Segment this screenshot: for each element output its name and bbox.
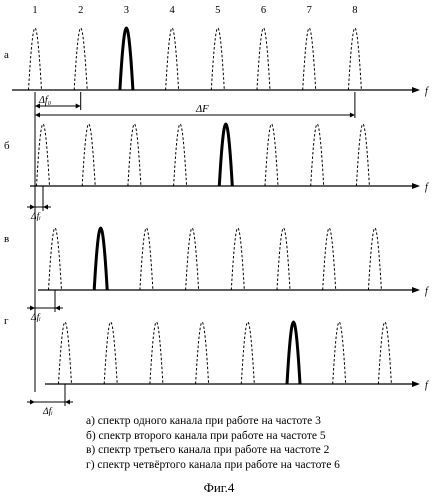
channel-number-8: 8 <box>352 5 357 16</box>
spectral-lobe <box>74 28 87 90</box>
spectral-lobe <box>333 322 346 384</box>
spectral-lobe <box>311 124 324 186</box>
spectrum-rows: аfбfвfгf <box>4 28 429 391</box>
caption-line-b: б) спектр второго канала при работе на ч… <box>86 429 426 444</box>
spectral-lobe <box>150 322 163 384</box>
spectral-lobe <box>82 124 95 186</box>
offset-arrowhead-left <box>30 400 35 405</box>
spectrum-row-4: гf <box>4 315 429 391</box>
spectral-lobe <box>323 228 336 290</box>
active-spectral-lobe <box>94 228 107 290</box>
active-spectral-lobe <box>219 124 232 186</box>
caption-line-g: г) спектр четвёртого канала при работе н… <box>86 458 426 473</box>
channel-number-7: 7 <box>307 5 312 16</box>
bandwidth-arrowhead-left <box>35 113 40 118</box>
offset-label: Δfᵢ <box>30 211 41 222</box>
spectral-lobe <box>277 228 290 290</box>
offset-arrowhead-left <box>30 306 35 311</box>
spectral-lobe <box>378 322 391 384</box>
axis-arrow <box>412 381 420 387</box>
spectrum-row-1: аf <box>4 28 429 97</box>
row-letter: г <box>4 315 9 327</box>
offset-arrowhead-right <box>55 306 60 311</box>
axis-arrow <box>412 87 420 93</box>
spectral-lobe <box>356 124 369 186</box>
spectral-lobe <box>140 228 153 290</box>
channel-number-3: 3 <box>124 5 129 16</box>
channel-numbers: 1 2 3 4 5 6 7 8 <box>32 5 357 16</box>
spectral-lobe <box>174 124 187 186</box>
channel-number-2: 2 <box>78 5 83 16</box>
annotations: Δf₀ ΔF Δfᵢ Δfᵢ Δfᵢ <box>27 92 355 417</box>
frequency-label: f <box>425 182 429 193</box>
active-spectral-lobe <box>287 322 300 384</box>
spectral-lobe <box>49 228 62 290</box>
row-letter: а <box>4 49 9 61</box>
spectral-lobe <box>265 124 278 186</box>
spacing-label: Δf₀ <box>38 95 52 106</box>
spectral-lobe <box>257 28 270 90</box>
offset-arrowhead-left <box>30 205 35 210</box>
spectrum-row-2: бf <box>4 124 429 193</box>
spectral-lobe <box>104 322 117 384</box>
row-letter: б <box>4 140 10 152</box>
spectral-lobe <box>128 124 141 186</box>
offset-label: Δfᵢ <box>30 312 41 323</box>
spectral-lobe <box>196 322 209 384</box>
caption-block: а) спектр одного канала при работе на ча… <box>86 414 426 472</box>
channel-number-4: 4 <box>169 5 175 16</box>
channel-number-5: 5 <box>215 5 220 16</box>
spectral-lobe <box>368 228 381 290</box>
offset-label: Δfᵢ <box>42 406 53 417</box>
axis-arrow <box>412 287 420 293</box>
spectral-lobe <box>303 28 316 90</box>
channel-number-6: 6 <box>261 5 266 16</box>
axis-arrow <box>412 183 420 189</box>
caption-line-v: в) спектр третьего канала при работе на … <box>86 443 426 458</box>
spectral-lobe <box>211 28 224 90</box>
offset-arrowhead-right <box>65 400 70 405</box>
spectral-lobe <box>37 124 50 186</box>
spectral-lobe <box>241 322 254 384</box>
frequency-label: f <box>425 286 429 297</box>
spacing-arrowhead-right <box>76 104 81 109</box>
spectral-lobe <box>166 28 179 90</box>
bandwidth-label: ΔF <box>195 104 209 115</box>
caption-line-a: а) спектр одного канала при работе на ча… <box>86 414 426 429</box>
active-spectral-lobe <box>120 28 133 90</box>
offset-arrowhead-right <box>43 205 48 210</box>
spectral-lobe <box>348 28 361 90</box>
figure-title: Фиг.4 <box>0 480 438 496</box>
spectrum-row-3: вf <box>4 228 429 297</box>
spectral-lobe <box>29 28 42 90</box>
row-letter: в <box>4 233 9 245</box>
spectral-lobe <box>59 322 72 384</box>
spectral-lobe <box>186 228 199 290</box>
spectral-lobe <box>231 228 244 290</box>
frequency-label: f <box>425 86 429 97</box>
bandwidth-arrowhead-right <box>350 113 355 118</box>
channel-number-1: 1 <box>32 5 37 16</box>
frequency-label: f <box>425 380 429 391</box>
